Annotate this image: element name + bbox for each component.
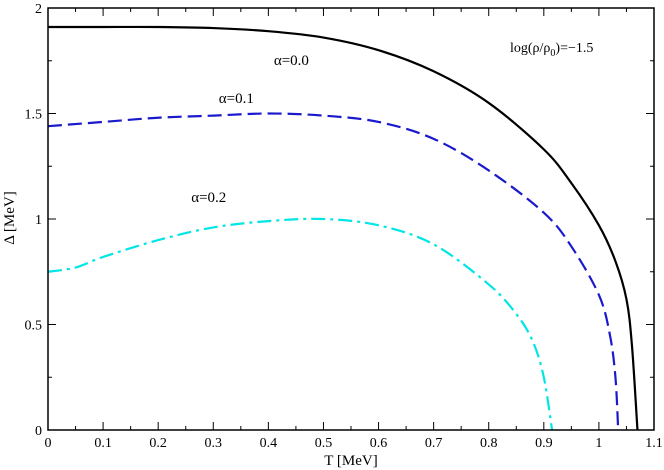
x-ticks: 0 0.1 0.2 0.3 0.4 0.5 0.6 0.7 0.8 0.9 1 1.1	[45, 8, 663, 451]
y-axis-label: Δ [MeV]	[2, 191, 18, 244]
x-tick-label: 0.7	[425, 436, 443, 451]
y-tick-label: 1	[35, 213, 42, 228]
series-line-alpha-0	[48, 25, 639, 431]
x-axis-label: T [MeV]	[324, 453, 377, 469]
y-tick-label: 2	[35, 2, 42, 17]
x-tick-label: 0.8	[480, 436, 498, 451]
series-label-alpha-1: α=0.1	[219, 91, 254, 107]
x-tick-label: 1.1	[645, 436, 663, 451]
y-tick-label: 0	[35, 424, 42, 439]
y-tick-label: 0.5	[25, 319, 43, 334]
x-tick-label: 0.2	[149, 436, 167, 451]
plot-frame	[47, 7, 655, 431]
x-tick-label: 0	[45, 436, 52, 451]
x-tick-label: 0.1	[94, 436, 112, 451]
density-annotation: log(ρ/ρ0)=−1.5	[510, 41, 593, 59]
series-label-alpha-0: α=0.0	[274, 53, 309, 69]
x-tick-label: 0.3	[205, 436, 223, 451]
series-layer: α=0.0 α=0.1 α=0.2	[47, 25, 639, 431]
series-label-alpha-2: α=0.2	[191, 190, 226, 206]
x-tick-label: 1	[595, 436, 602, 451]
series-line-alpha-1	[47, 112, 620, 431]
x-tick-label: 0.5	[315, 436, 333, 451]
x-tick-label: 0.4	[260, 436, 278, 451]
series-line-alpha-2	[47, 217, 554, 431]
y-tick-label: 1.5	[25, 108, 43, 123]
x-tick-label: 0.6	[370, 436, 388, 451]
x-tick-label: 0.9	[535, 436, 553, 451]
